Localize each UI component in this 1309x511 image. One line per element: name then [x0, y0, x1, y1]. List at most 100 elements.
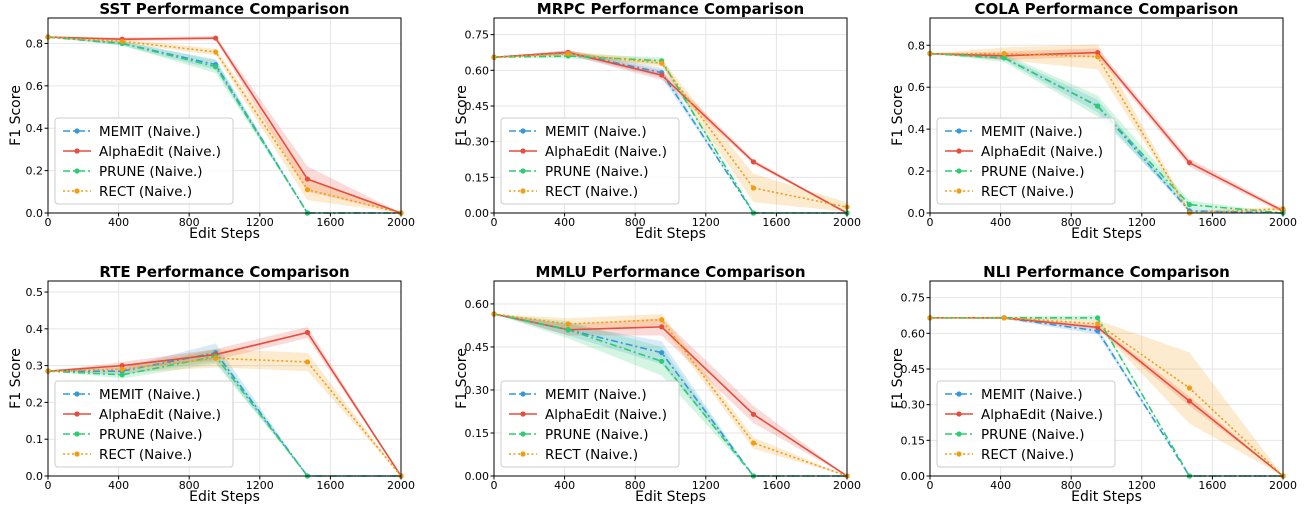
band-rect — [494, 51, 847, 212]
legend-marker-rect — [520, 188, 526, 194]
legend-box — [500, 117, 680, 205]
y-tick-label: 0.15 — [901, 434, 926, 447]
y-tick-label: 0.4 — [26, 323, 44, 336]
x-tick-label: 0 — [491, 479, 498, 492]
x-tick-label: 400 — [990, 479, 1011, 492]
legend-marker-alphaedit — [520, 411, 526, 417]
y-axis-label: F1 Score — [890, 348, 906, 409]
x-tick-label: 800 — [625, 216, 646, 229]
series-line-prune — [493, 313, 847, 477]
x-axis-label: Edit Steps — [189, 489, 260, 505]
y-tick-label: 0.30 — [465, 136, 490, 149]
y-tick-label: 0.00 — [901, 470, 926, 483]
y-tick-label: 0.4 — [908, 123, 926, 136]
plot-frame — [493, 17, 848, 214]
plot-frame — [929, 280, 1284, 477]
y-tick-label: 0.15 — [465, 171, 490, 184]
legend-marker-alphaedit — [956, 411, 962, 417]
x-tick-label: 400 — [554, 479, 575, 492]
data-point-rect — [1095, 54, 1101, 60]
chart-panel-mmlu: MMLU Performance Comparison 0 400 800 1200 16… — [454, 263, 861, 505]
chart-panel-sst: SST Performance Comparison 0 400 800 1200 160… — [8, 0, 415, 242]
legend-marker-memit — [520, 128, 526, 134]
x-tick-label: 800 — [179, 216, 200, 229]
legend-label: AlphaEdit (Naive.) — [545, 407, 667, 423]
data-point-prune — [213, 64, 219, 70]
legend-label: AlphaEdit (Naive.) — [981, 407, 1103, 423]
legend-marker-memit — [74, 128, 80, 134]
y-tick-label: 0.60 — [465, 298, 490, 311]
legend-label: MEMIT (Naive.) — [99, 124, 201, 140]
data-point-rect — [659, 317, 665, 323]
series-line-prune — [929, 52, 1284, 214]
x-tick-label: 0 — [45, 479, 52, 492]
legend-marker-memit — [956, 391, 962, 397]
data-point-prune — [1095, 315, 1101, 321]
y-tick-label: 0.2 — [26, 396, 44, 409]
data-point-alphaedit — [119, 363, 125, 369]
y-axis-label: F1 Score — [890, 85, 906, 146]
data-point-prune — [119, 372, 125, 378]
x-tick-label: 800 — [625, 479, 646, 492]
legend-label: AlphaEdit (Naive.) — [981, 144, 1103, 160]
data-point-rect — [750, 185, 757, 191]
data-point-alphaedit — [213, 35, 219, 41]
legend: MEMIT (Naive.) AlphaEdit (Naive.) PRUNE (N… — [500, 117, 680, 205]
x-tick-label: 2000 — [833, 479, 861, 492]
legend-label: PRUNE (Naive.) — [981, 164, 1085, 180]
legend-label: PRUNE (Naive.) — [545, 427, 649, 443]
data-point-alphaedit — [750, 411, 757, 417]
legend-marker-prune — [956, 431, 962, 437]
legend-marker-prune — [74, 168, 80, 174]
y-axis-label: F1 Score — [8, 85, 24, 146]
legend-marker-prune — [520, 431, 526, 437]
y-tick-label: 0.0 — [26, 207, 44, 220]
legend-label: AlphaEdit (Naive.) — [99, 407, 221, 423]
x-tick-label: 800 — [1061, 216, 1082, 229]
legend-marker-rect — [74, 188, 80, 194]
x-axis-label: Edit Steps — [1071, 489, 1142, 505]
y-tick-label: 0.0 — [908, 207, 926, 220]
legend-label: PRUNE (Naive.) — [981, 427, 1085, 443]
plot-frame — [929, 17, 1284, 214]
chart-panel-cola: COLA Performance Comparison 0 400 800 1200 16… — [890, 0, 1297, 242]
y-tick-label: 0.30 — [901, 399, 926, 412]
legend-box — [936, 380, 1116, 468]
x-tick-label: 1600 — [1198, 216, 1226, 229]
legend-marker-prune — [520, 168, 526, 174]
legend-label: RECT (Naive.) — [99, 447, 192, 463]
legend-label: MEMIT (Naive.) — [545, 124, 647, 140]
data-point-rect — [659, 60, 665, 66]
data-point-rect — [304, 359, 311, 365]
legend-marker-memit — [74, 391, 80, 397]
plot-frame — [493, 280, 848, 477]
y-tick-label: 0.2 — [26, 165, 44, 178]
legend-label: MEMIT (Naive.) — [99, 387, 201, 403]
y-tick-label: 0.75 — [901, 292, 926, 305]
x-tick-label: 0 — [927, 479, 934, 492]
data-point-alphaedit — [659, 324, 665, 330]
x-tick-label: 1600 — [316, 216, 344, 229]
legend: MEMIT (Naive.) AlphaEdit (Naive.) PRUNE (N… — [936, 117, 1116, 205]
legend-label: MEMIT (Naive.) — [545, 387, 647, 403]
legend: MEMIT (Naive.) AlphaEdit (Naive.) PRUNE (N… — [500, 380, 680, 468]
legend-marker-alphaedit — [520, 148, 526, 154]
data-point-rect — [119, 366, 125, 372]
y-tick-label: 0.8 — [26, 37, 44, 50]
y-tick-label: 0.00 — [465, 470, 490, 483]
legend-label: MEMIT (Naive.) — [981, 124, 1083, 140]
data-point-alphaedit — [304, 329, 311, 336]
data-point-prune — [1095, 103, 1101, 109]
data-point-rect — [119, 38, 125, 44]
y-axis-label: F1 Score — [8, 348, 24, 409]
data-point-prune — [659, 358, 665, 364]
y-tick-label: 0.0 — [26, 470, 44, 483]
y-axis-label: F1 Score — [454, 85, 470, 146]
data-point-prune — [1186, 202, 1193, 208]
data-point-rect — [565, 321, 571, 327]
y-tick-label: 0.6 — [908, 81, 926, 94]
chart-title: SST Performance Comparison — [99, 0, 349, 18]
data-point-prune — [565, 327, 571, 333]
y-tick-label: 0.30 — [465, 384, 490, 397]
legend-marker-prune — [956, 168, 962, 174]
